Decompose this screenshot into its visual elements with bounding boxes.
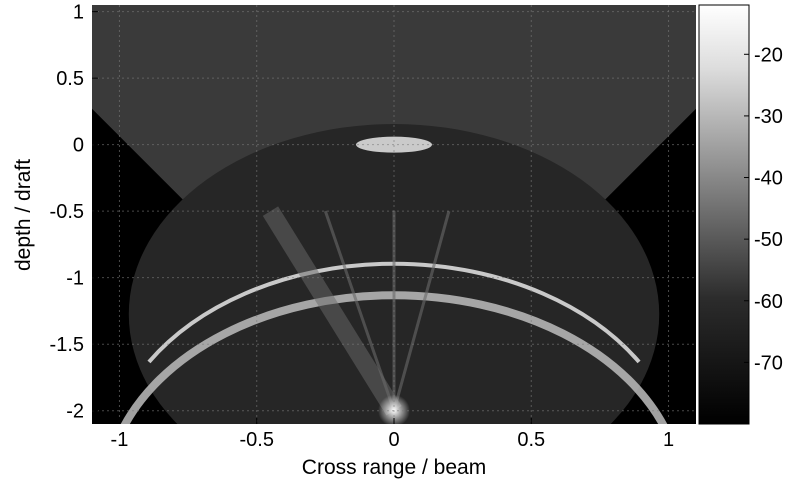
colorbar-tick-label: -20 bbox=[754, 44, 783, 66]
colorbar-tick-label: -70 bbox=[754, 352, 783, 374]
apex-glow bbox=[378, 394, 410, 424]
y-tick-label: -0.5 bbox=[50, 201, 84, 223]
y-tick-label: 0 bbox=[73, 135, 84, 157]
x-tick-label: 0 bbox=[388, 429, 399, 451]
x-tick-label: 0.5 bbox=[517, 429, 545, 451]
y-axis: 1 0.5 0 -0.5 -1 -1.5 -2 bbox=[50, 2, 98, 423]
y-tick-label: -2 bbox=[66, 401, 84, 423]
colorbar-ticks: -20 -30 -40 -50 -60 -70 bbox=[744, 44, 783, 374]
colorbar-tick-label: -50 bbox=[754, 229, 783, 251]
beam-ray bbox=[323, 210, 396, 412]
colorbar-tick-label: -40 bbox=[754, 168, 783, 190]
y-tick-label: 1 bbox=[73, 2, 84, 24]
colorbar-tick-label: -30 bbox=[754, 106, 783, 128]
beam-ray bbox=[262, 206, 402, 416]
y-tick-label: -1 bbox=[66, 268, 84, 290]
colorbar-tick-label: -60 bbox=[754, 291, 783, 313]
colorbar: -20 -30 -40 -50 -60 -70 bbox=[698, 4, 783, 425]
grid-lines bbox=[92, 5, 696, 424]
x-tick-label: 1 bbox=[663, 429, 674, 451]
colorbar-gradient bbox=[698, 4, 750, 425]
beam-ray bbox=[392, 210, 451, 412]
y-axis-label: depth / draft bbox=[12, 159, 35, 271]
y-tick-label: 0.5 bbox=[56, 68, 84, 90]
y-tick-label: -1.5 bbox=[50, 334, 84, 356]
x-tick-label: -0.5 bbox=[239, 429, 273, 451]
x-axis: -1 -0.5 0 0.5 1 bbox=[111, 418, 674, 451]
x-axis-label: Cross range / beam bbox=[302, 456, 486, 479]
x-tick-label: -1 bbox=[111, 429, 129, 451]
